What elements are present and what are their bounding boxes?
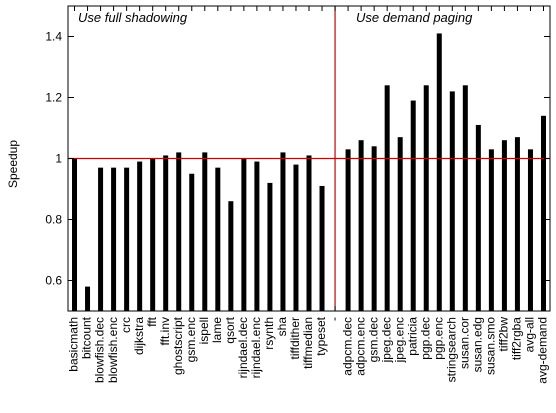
bar-fft (150, 158, 156, 311)
x-tick-label-separator: - (327, 317, 341, 321)
bar-avg-all (527, 149, 533, 311)
x-tick-label-stringsearch: stringsearch (444, 317, 458, 382)
x-tick-label-bitcount: bitcount (80, 316, 94, 359)
bar-tiffmedian (306, 155, 312, 311)
x-tick-label-jpeg-enc: jpeg.enc (392, 317, 406, 363)
x-tick-label-gsm-dec: gsm.dec (366, 317, 380, 362)
bar-adpcm-dec (345, 149, 351, 311)
bar-basicmath (72, 158, 78, 311)
x-tick-label-fft: fft (145, 316, 159, 326)
x-tick-label-rijndael-dec: rijndael.dec (236, 317, 250, 378)
x-tick-label-avg-demand: avg-demand (536, 317, 550, 384)
x-tick-label-rijndael-enc: rijndael.enc (249, 317, 263, 378)
x-tick-label-tiffdither: tiffdither (288, 317, 302, 359)
x-tick-label-qsort: qsort (223, 316, 237, 343)
bar-pgp-dec (423, 85, 429, 311)
x-tick-label-pgp-enc: pgp.enc (431, 317, 445, 360)
x-tick-label-susan-cor: susan.cor (457, 317, 471, 369)
x-tick-label-susan-edg: susan.edg (471, 317, 485, 372)
x-tick-label-pgp-dec: pgp.dec (418, 317, 432, 360)
annotation-full-shadowing: Use full shadowing (78, 10, 188, 25)
x-tick-label-dijkstra: dijkstra (132, 317, 146, 355)
bar-rsynth (267, 182, 273, 311)
bar-patricia (410, 100, 416, 311)
y-tick-label: 1 (55, 152, 62, 166)
bar-blowfish-dec (98, 167, 104, 311)
x-tick-label-crc: crc (119, 317, 133, 333)
x-axis-ticks: basicmath bitcount blowfish.dec blowfish.en… (67, 6, 550, 384)
bar-pgp-enc (436, 33, 442, 311)
x-tick-label-basicmath: basicmath (67, 317, 81, 372)
x-tick-label-tiff2bw: tiff2bw (497, 317, 511, 352)
bar-susan-edg (475, 124, 481, 311)
bar-series (72, 33, 546, 312)
x-tick-label-ispell: ispell (197, 317, 211, 344)
annotation-demand-paging: Use demand paging (356, 10, 473, 25)
x-tick-label-rsynth: rsynth (262, 317, 276, 350)
y-tick-label: 1.2 (45, 91, 62, 105)
bar-susan-smo (488, 149, 494, 311)
bar-jpeg-dec (384, 85, 390, 311)
bar-typeset (319, 185, 325, 311)
bar-gsm-enc (189, 173, 195, 311)
x-tick-label-adpcm-enc: adpcm.enc (353, 317, 367, 376)
x-tick-label-sha: sha (275, 317, 289, 337)
x-tick-label-lame: lame (210, 317, 224, 343)
x-tick-label-susan-smo: susan.smo (484, 317, 498, 375)
x-tick-label-patricia: patricia (405, 317, 419, 356)
y-axis-label: Speedup (6, 140, 20, 188)
bar-bitcount (85, 286, 91, 311)
bar-tiff2bw (501, 140, 507, 311)
bar-ghostscript (176, 152, 182, 311)
bar-jpeg-enc (397, 137, 403, 311)
bar-susan-cor (462, 85, 468, 311)
x-tick-label-gsm-enc: gsm.enc (184, 317, 198, 362)
y-tick-label: 0.8 (45, 213, 62, 227)
x-tick-label-adpcm-dec: adpcm.dec (340, 317, 354, 376)
x-tick-label-blowfish-enc: blowfish.enc (106, 317, 120, 383)
bar-qsort (228, 201, 234, 311)
reference-lines (68, 6, 550, 311)
bar-dijkstra (137, 161, 143, 311)
y-tick-label: 0.6 (45, 274, 62, 288)
x-tick-label-blowfish-dec: blowfish.dec (93, 317, 107, 383)
x-tick-label-avg-all: avg-all (523, 317, 537, 352)
bar-lame (215, 167, 221, 311)
y-axis-ticks: 0.6 0.8 1 1.2 1.4 (45, 30, 550, 288)
bar-adpcm-enc (358, 140, 364, 311)
bar-gsm-dec (371, 146, 377, 311)
bar-rijndael-dec (241, 158, 247, 311)
bar-avg-demand (540, 115, 546, 311)
x-tick-label-fft-inv: fft.inv (158, 317, 172, 345)
bar-rijndael-enc (254, 161, 260, 311)
x-tick-label-tiff2rgba: tiff2rgba (510, 317, 524, 360)
x-tick-label-jpeg-dec: jpeg.dec (379, 317, 393, 363)
bar-crc (124, 167, 130, 311)
y-tick-label: 1.4 (45, 30, 62, 44)
x-tick-label-typeset: typeset (314, 316, 328, 355)
bar-blowfish-enc (111, 167, 117, 311)
x-tick-label-tiffmedian: tiffmedian (301, 317, 315, 369)
bar-fft-inv (163, 155, 169, 311)
bar-stringsearch (449, 91, 455, 312)
bar-tiffdither (293, 164, 299, 311)
bar-sha (280, 152, 286, 311)
bar-ispell (202, 152, 208, 311)
bar-tiff2rgba (514, 137, 520, 311)
x-tick-label-ghostscript: ghostscript (171, 316, 185, 375)
